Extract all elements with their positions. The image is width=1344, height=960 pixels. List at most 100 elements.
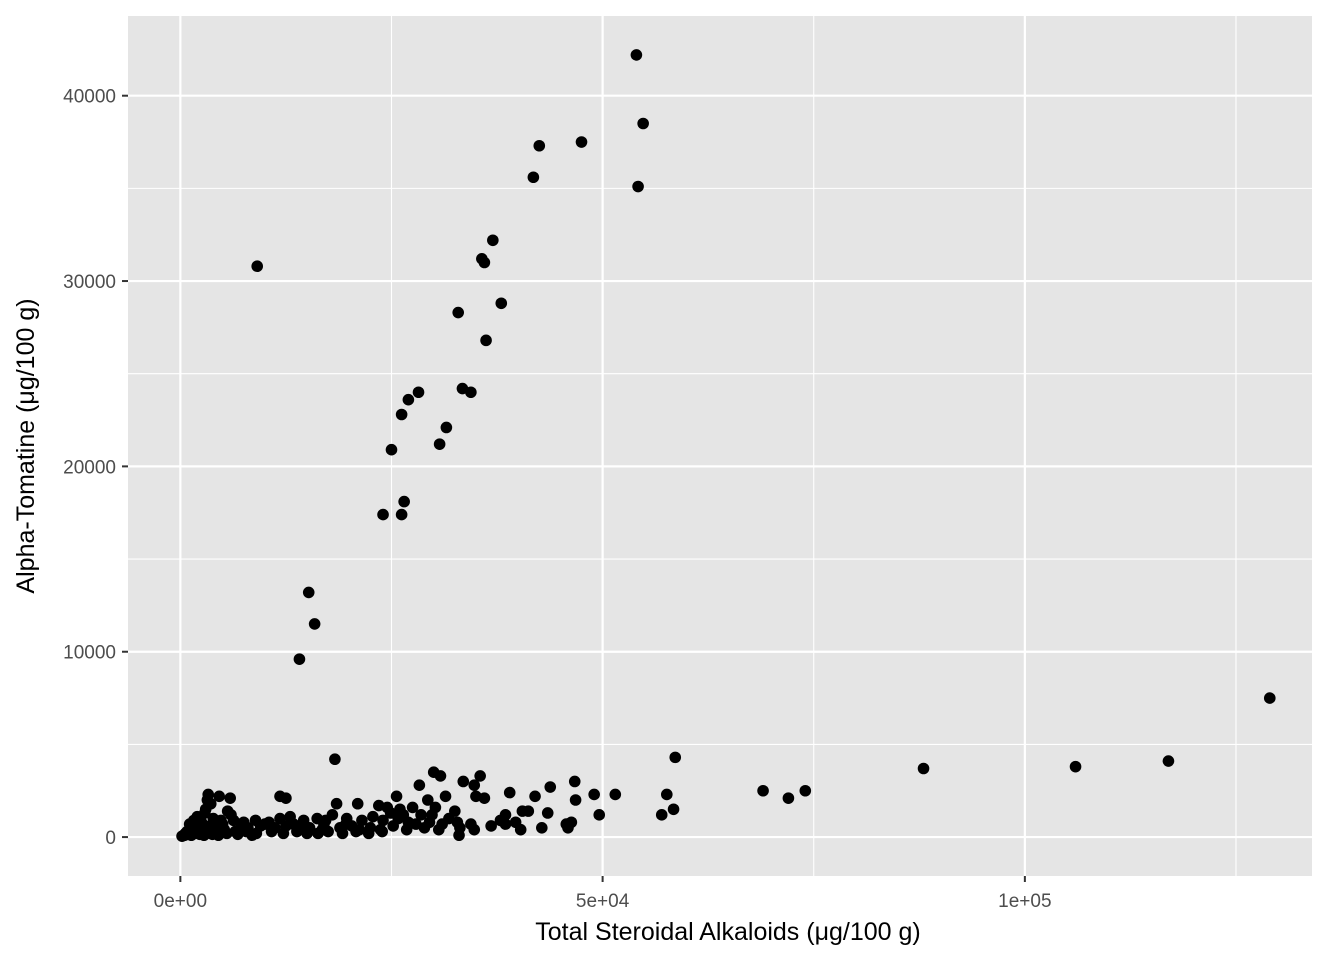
data-point [413,779,426,791]
data-point [655,809,668,821]
minor-gridlines [128,16,1312,876]
data-point [1069,760,1082,773]
data-point [410,818,422,830]
data-point [609,788,622,801]
data-point [231,828,244,841]
data-point [269,822,281,834]
data-point [397,809,410,821]
data-point [318,818,330,830]
data-point [384,807,397,819]
data-point [454,822,466,834]
data-point [468,823,481,836]
data-point [213,790,226,803]
data-point [400,823,413,836]
data-point [514,823,527,836]
data-point [412,386,425,399]
data-point [246,829,258,842]
data-point [667,803,680,816]
data-point [301,827,313,840]
data-point [402,393,415,406]
data-point [193,820,205,832]
data-point [280,792,292,804]
data-point [533,139,546,152]
data-point [443,812,455,825]
data-point [630,49,643,61]
data-point [669,751,682,764]
data-point [201,794,214,806]
data-point [377,508,389,521]
major-gridlines [128,16,1312,876]
data-point [782,792,795,804]
data-point [541,807,554,819]
data-point [237,816,250,829]
data-point [495,297,508,310]
data-points [176,49,1276,842]
data-point [478,792,491,804]
data-point [221,827,233,840]
data-point [637,117,649,130]
x-tick-label: 5e+04 [576,891,630,912]
data-point [560,818,573,830]
data-point [422,794,434,806]
data-point [474,770,486,782]
y-tick-label: 0 [105,828,116,849]
x-tick-labels: 0e+00 5e+04 1e+05 [154,891,1052,912]
data-point [660,788,673,801]
data-point [330,797,343,810]
data-point [312,827,324,840]
data-point [251,260,264,273]
data-point [544,781,557,793]
data-point [439,790,452,803]
data-point [367,810,379,823]
data-point [377,814,389,827]
data-point [426,809,438,821]
data-point [575,136,588,148]
x-axis-title: Total Steroidal Alkaloids (μg/100 g) [535,918,920,946]
data-point [487,234,499,247]
data-point [527,171,540,184]
data-point [259,818,271,830]
data-point [326,809,339,821]
data-point [207,812,220,825]
data-point [356,814,368,827]
data-point [465,386,477,399]
y-axis-title: Alpha-Tomatine (μg/100 g) [12,298,40,593]
y-tick-labels: 0 10000 20000 30000 40000 [63,87,116,849]
data-point [522,805,535,817]
data-point [433,438,446,450]
data-point [452,306,465,319]
axis-ticks [122,94,1026,882]
data-point [1263,692,1276,704]
data-point [387,820,399,832]
data-point [390,790,403,803]
data-point [569,794,582,806]
data-point [415,809,427,821]
data-point [302,586,315,599]
data-point [468,779,481,791]
data-point [568,775,581,788]
data-point [336,827,349,840]
data-point [353,823,366,836]
data-point [440,421,453,434]
data-point [277,827,290,840]
data-point [406,801,419,814]
data-point [227,814,240,827]
plot-panel [128,16,1312,876]
data-point [294,820,307,832]
data-point [799,784,812,797]
data-point [457,775,470,788]
x-tick-label: 1e+05 [998,891,1051,912]
y-tick-label: 40000 [63,87,116,108]
data-point [216,818,229,830]
y-tick-label: 10000 [63,643,116,664]
data-point [395,508,408,521]
data-point [385,443,398,456]
data-point [757,784,769,797]
data-point [374,823,387,836]
data-point [434,770,447,782]
data-point [198,829,210,842]
data-point [362,827,375,840]
data-point [632,180,644,193]
y-tick-label: 20000 [63,457,116,478]
